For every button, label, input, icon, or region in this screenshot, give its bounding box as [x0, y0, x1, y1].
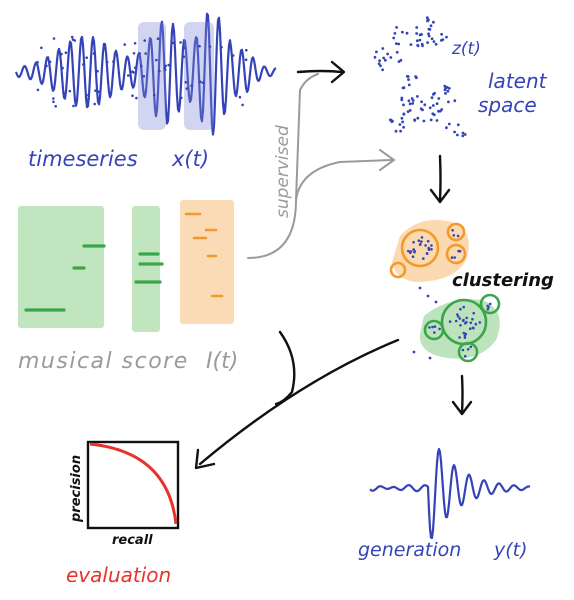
arrow-timeseries-to-latent: [296, 60, 346, 84]
y-of-t-label: y(t): [493, 539, 528, 561]
clustering-blobs: [389, 219, 501, 363]
precision-axis-label: precision: [69, 455, 84, 523]
x-of-t-label: x(t): [171, 147, 209, 171]
musical-score-piano-roll: [18, 200, 234, 332]
arrow-latent-to-clustering: [429, 154, 451, 204]
precision-recall-chart: [86, 440, 180, 530]
generation-label: generation: [358, 539, 461, 561]
z-of-t-label: z(t): [451, 39, 481, 59]
musical-score-label: musical score: [18, 349, 189, 374]
latent-space-scatter: [373, 16, 467, 138]
generated-waveform: [369, 447, 531, 540]
recall-axis-label: recall: [112, 533, 153, 548]
supervised-label: supervised: [273, 125, 293, 218]
score-symbol-label: I(t): [206, 349, 238, 374]
evaluation-label: evaluation: [66, 563, 171, 587]
latent-label: latent: [488, 69, 548, 93]
arrow-clustering-to-generation: [451, 374, 473, 416]
arrow-to-evaluation: [194, 330, 400, 470]
supervised-connector: [247, 73, 395, 259]
input-timeseries-waveform: [14, 12, 277, 136]
space-label: space: [478, 93, 537, 117]
timeseries-label: timeseries: [28, 147, 138, 171]
clustering-label: clustering: [452, 270, 554, 291]
